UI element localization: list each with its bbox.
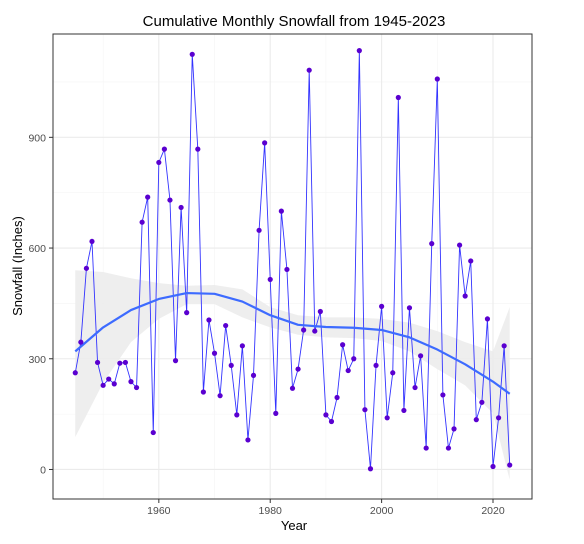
data-point [167,197,173,203]
data-point [184,310,190,316]
data-point [401,407,407,414]
data-point [284,266,290,273]
data-point [373,362,379,369]
plot-panel [52,33,533,500]
data-point [367,466,374,472]
y-tick-label: 600 [28,243,46,255]
x-tick-label: 1960 [147,505,171,517]
data-point [217,393,223,399]
data-point [273,410,279,416]
data-point [468,258,474,264]
data-point [178,204,184,211]
data-point [128,379,134,385]
data-point [150,429,156,436]
data-point [172,358,179,364]
data-point [473,417,479,423]
data-point [445,445,452,451]
data-point [440,392,446,398]
data-point [189,51,195,57]
y-tick-label: 300 [28,354,46,366]
data-point [133,384,140,391]
data-point [145,194,151,200]
data-point [462,293,468,299]
y-tick-label: 900 [28,132,46,144]
data-point [228,362,234,369]
data-point [139,219,145,225]
data-point [345,367,351,374]
data-point [262,140,268,146]
y-tick-label: 0 [40,464,46,476]
data-point [111,381,117,387]
data-point [94,359,101,366]
data-point [507,462,513,468]
data-point [256,227,262,233]
data-point [239,343,245,349]
data-point [390,370,396,376]
x-axis-title: Year [281,518,308,533]
data-point [384,415,390,421]
data-point [356,48,362,54]
data-point [412,384,418,391]
panel-background [53,34,532,499]
data-point [423,445,429,451]
data-point [289,385,296,391]
data-point [334,394,340,401]
data-point [245,437,251,443]
data-point [434,76,440,82]
x-tick-label: 2020 [481,505,505,517]
data-point [495,415,502,421]
confidence-band [75,270,510,480]
panel-border [52,33,533,500]
data-point [117,360,123,366]
data-point [484,316,491,322]
data-point [267,276,273,283]
data-point [456,242,463,248]
data-point [317,308,323,315]
data-point [223,322,229,329]
data-point [206,317,212,323]
trend-line [74,291,511,395]
data-point [161,146,167,152]
data-point [323,412,329,418]
data-point [83,265,90,271]
data-point [295,366,301,372]
data-point [351,356,357,362]
data-point [234,412,240,418]
data-point [278,208,284,214]
data-point [362,407,368,413]
data-point [418,353,424,359]
data-point [195,146,201,152]
data-point [200,389,206,395]
y-axis-title: Snowfall (Inches) [10,216,25,316]
data-point [72,370,78,376]
x-tick-label: 1980 [259,505,283,517]
data-point [89,238,95,245]
data-point [122,359,129,366]
data-point [312,328,318,334]
data-point [395,94,401,101]
data-point [211,350,218,356]
data-point [100,382,106,388]
data-point [429,241,435,247]
chart-title: Cumulative Monthly Snowfall from 1945-20… [143,13,446,30]
data-point [479,399,485,405]
data-point [406,305,413,311]
data-point [328,418,335,425]
data-point [106,376,112,382]
data-point [340,342,346,348]
data-point [306,67,312,73]
data-point [501,343,507,349]
data-point [490,463,496,470]
data-point [451,426,457,432]
x-tick-label: 2000 [370,505,394,517]
data-point [78,339,84,345]
data-point [250,372,257,378]
data-point [379,303,385,309]
data-point [301,327,307,333]
data-point [156,159,162,166]
